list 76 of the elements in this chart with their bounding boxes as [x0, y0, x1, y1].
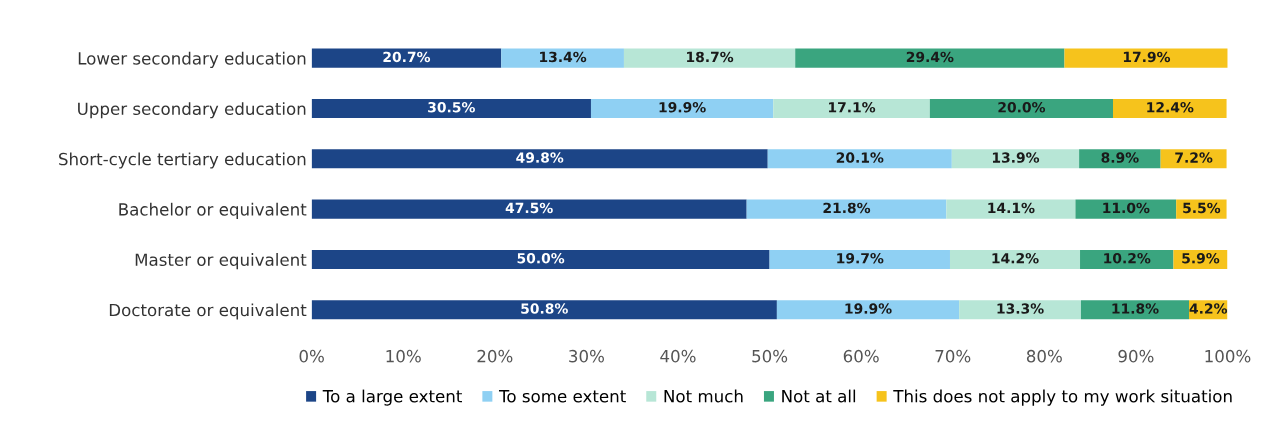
bar: [795, 48, 1065, 68]
x-tick-label: 30%: [569, 349, 604, 363]
x-tick-label: 100%: [1205, 349, 1251, 363]
bar: [311, 48, 502, 68]
bar: [776, 300, 960, 320]
data-label: 29.4%: [906, 51, 954, 63]
bar: [959, 300, 1081, 320]
x-tick-label: 60%: [843, 349, 879, 363]
x-tick-label: 10%: [386, 349, 421, 363]
legend-label: Not much: [664, 389, 743, 403]
data-label: 14.1%: [988, 202, 1035, 214]
data-label: 17.1%: [829, 101, 876, 113]
y-tick-label: Doctorate or equivalent: [109, 303, 307, 320]
data-label: 49.8%: [516, 152, 564, 163]
bar: [311, 300, 777, 320]
legend-label: To some extent: [498, 390, 626, 403]
bar: [1113, 98, 1227, 119]
data-label: 14.2%: [992, 252, 1039, 264]
data-label: 20.7%: [383, 51, 431, 63]
x-tick-label: 80%: [1026, 349, 1062, 363]
data-label: 13.4%: [540, 51, 587, 63]
bar: [929, 98, 1113, 119]
y-tick-label: Lower secondary education: [78, 51, 306, 68]
data-label: 13.9%: [992, 152, 1040, 163]
bar: [1080, 300, 1190, 320]
data-label: 21.8%: [823, 202, 871, 214]
data-label: 50.0%: [517, 252, 565, 264]
legend-label: This does not apply to my work situation: [893, 389, 1232, 406]
bar: [773, 98, 930, 119]
data-label: 19.9%: [659, 101, 706, 113]
data-label: 5.9%: [1182, 252, 1220, 264]
bar: [1064, 48, 1228, 68]
x-tick-label: 40%: [660, 349, 696, 363]
y-tick-label: Upper secondary education: [78, 102, 306, 119]
legend-label: To a large extent: [322, 389, 462, 406]
bar: [946, 199, 1076, 219]
bar: [1075, 199, 1177, 219]
data-label: 19.9%: [845, 303, 892, 314]
bar: [951, 149, 1080, 169]
bar: [311, 98, 591, 119]
data-label: 8.9%: [1101, 152, 1139, 163]
bar: [311, 249, 770, 270]
bar: [746, 199, 947, 219]
data-label: 10.2%: [1104, 252, 1151, 264]
x-tick-label: 90%: [1118, 349, 1154, 363]
x-tick-label: 70%: [935, 349, 971, 363]
x-tick-label: 0%: [299, 349, 324, 363]
data-label: 30.5%: [428, 101, 475, 113]
x-tick-label: 50%: [752, 349, 788, 363]
bar: [311, 149, 768, 169]
bar: [623, 48, 796, 68]
data-label: 47.5%: [505, 202, 553, 214]
data-label: 11.8%: [1112, 303, 1159, 314]
data-label: 20.0%: [998, 101, 1046, 113]
data-label: 4.2%: [1189, 303, 1228, 314]
bar: [949, 249, 1081, 270]
y-tick-label: Short-cycle tertiary education: [59, 152, 306, 169]
data-label: 17.9%: [1123, 51, 1171, 63]
data-label: 12.4%: [1147, 101, 1194, 113]
data-label: 50.8%: [521, 303, 568, 314]
bar: [767, 149, 952, 169]
data-label: 7.2%: [1175, 152, 1213, 163]
data-label: 20.1%: [836, 152, 884, 163]
data-label: 11.0%: [1103, 202, 1150, 214]
data-label: 19.7%: [837, 252, 884, 264]
data-label: 18.7%: [687, 51, 734, 63]
data-label: 13.3%: [997, 303, 1044, 314]
data-label: 5.5%: [1183, 202, 1221, 214]
y-tick-label: Bachelor or equivalent: [119, 202, 307, 219]
bar: [501, 48, 624, 68]
bar: [590, 98, 774, 119]
bar: [769, 249, 950, 270]
y-tick-label: Master or equivalent: [135, 253, 307, 270]
bar: [311, 199, 747, 219]
legend-label: Not at all: [782, 389, 856, 403]
x-tick-label: 20%: [477, 349, 513, 363]
